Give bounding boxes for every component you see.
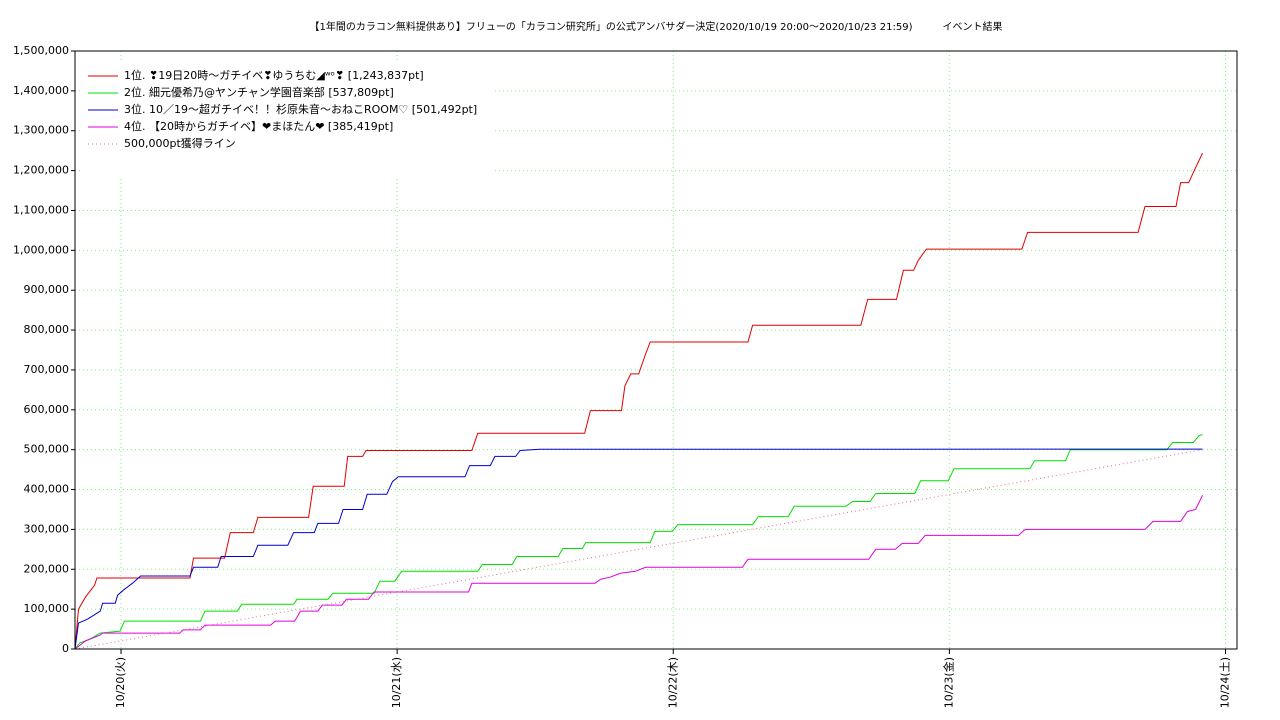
y-tick-label: 500,000 (24, 443, 70, 456)
series-line (74, 434, 1203, 650)
y-tick-label: 0 (62, 642, 69, 655)
x-tick-label: 10/24(土) (1218, 657, 1231, 708)
x-tick-label: 10/23(金) (941, 657, 955, 708)
series-line (74, 495, 1203, 650)
y-tick-label: 1,000,000 (13, 243, 69, 256)
chart-title: 【1年間のカラコン無料提供あり】フリューの「カラコン研究所」の公式アンバサダー決… (309, 20, 1002, 33)
series-line (74, 448, 1203, 650)
legend-label: 500,000pt獲得ライン (124, 137, 236, 150)
x-tick-label: 10/20(火) (114, 657, 127, 708)
y-tick-label: 800,000 (24, 323, 70, 336)
series-line (74, 152, 1203, 650)
y-tick-label: 900,000 (24, 283, 70, 296)
y-tick-label: 1,100,000 (13, 203, 69, 216)
plot-frame (74, 50, 1238, 650)
series-line (74, 449, 1203, 650)
y-tick-label: 700,000 (24, 363, 70, 376)
y-tick-label: 1,400,000 (13, 84, 69, 97)
legend-box (80, 62, 495, 178)
legend-label: 1位. ❣19日20時〜ガチイベ❣ゆうちむ◢ʷᵒ❣ [1,243,837pt] (124, 68, 424, 82)
x-tick-label: 10/22(木) (666, 657, 679, 708)
y-tick-label: 300,000 (24, 522, 70, 535)
y-tick-label: 1,500,000 (13, 44, 69, 57)
y-tick-label: 1,300,000 (13, 124, 69, 137)
legend-label: 4位. 【20時からガチイベ】❤まほたん❤ [385,419pt] (124, 119, 393, 133)
y-tick-label: 1,200,000 (13, 164, 69, 177)
y-tick-label: 600,000 (24, 403, 70, 416)
y-tick-label: 100,000 (24, 602, 70, 615)
legend-label: 3位. 10／19〜超ガチイベ！！杉原朱音〜おねこROOM♡ [501,492p… (124, 102, 477, 116)
x-tick-label: 10/21(水) (390, 657, 403, 708)
y-tick-label: 400,000 (24, 483, 70, 496)
y-tick-label: 200,000 (24, 562, 70, 575)
legend-label: 2位. 細元優希乃@ヤンチャン学園音楽部 [537,809pt] (124, 85, 394, 99)
